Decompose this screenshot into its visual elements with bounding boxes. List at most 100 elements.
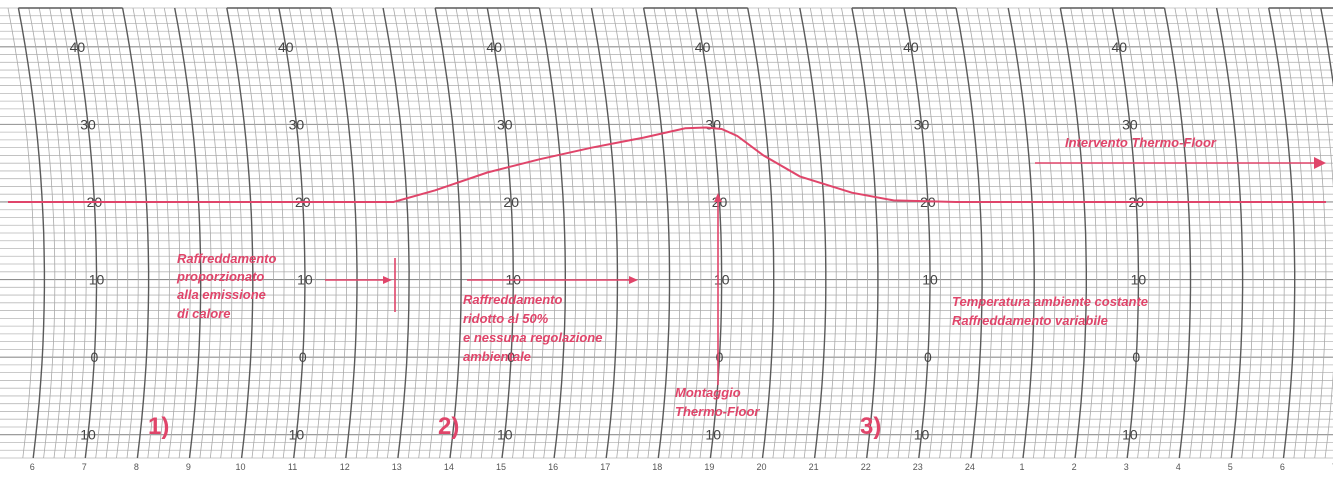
minor-time-gridline: [580, 7, 608, 459]
minor-time-gridline: [403, 7, 431, 459]
minor-time-gridline: [841, 7, 868, 459]
annotation-1: Raffreddamento proporzionato alla emissi…: [176, 251, 280, 321]
minor-time-gridline: [549, 7, 577, 459]
x-tick-label: 14: [444, 462, 454, 472]
y-tick-label: 30: [497, 116, 513, 132]
annotation-1-line: alla emissione: [177, 287, 266, 302]
hour-gridline: [903, 7, 931, 459]
y-tick-label: 10: [89, 272, 105, 288]
minor-time-gridline: [372, 7, 399, 459]
minor-time-gridline: [570, 7, 597, 459]
y-tick-label: 20: [503, 194, 519, 210]
minor-time-gridline: [653, 7, 681, 459]
minor-time-gridline: [236, 7, 264, 459]
annotation-temperatura-line: Raffreddamento variabile: [952, 313, 1108, 328]
y-tick-label: 40: [695, 39, 711, 55]
x-tick-label: 11: [288, 462, 297, 472]
minor-time-gridline: [111, 7, 139, 459]
minor-time-gridline: [1205, 7, 1233, 459]
annotation-2-line: Raffreddamento: [463, 292, 563, 307]
y-tick-label: 0: [1132, 349, 1140, 365]
hour-gridline: [486, 7, 514, 459]
phase-label-1: 1): [148, 413, 169, 440]
minor-time-gridline: [945, 7, 973, 459]
minor-time-gridline: [924, 7, 952, 459]
minor-time-gridline: [507, 7, 535, 459]
minor-time-gridline: [976, 7, 1004, 459]
hour-gridline: [955, 7, 983, 459]
x-tick-label: 20: [756, 462, 766, 472]
minor-time-gridline: [1257, 7, 1285, 459]
y-tick-label: 40: [278, 39, 294, 55]
minor-time-gridline: [934, 7, 962, 459]
minor-time-gridline: [476, 7, 504, 459]
x-tick-label: 18: [652, 462, 662, 472]
minor-time-gridline: [413, 7, 441, 459]
minor-time-gridline: [184, 7, 212, 459]
hour-gridline: [1163, 7, 1192, 459]
minor-time-gridline: [299, 7, 327, 459]
hour-gridline: [17, 7, 46, 459]
minor-time-gridline: [216, 7, 243, 459]
y-tick-label: 10: [497, 427, 513, 443]
hour-gridline: [538, 7, 566, 459]
minor-time-gridline: [288, 7, 316, 459]
x-tick-labels: 6 7 8 9 10 11 12 13 14 15 16 17 18 19 20 21 22 23 24 1 2 3 4 5 6…: [30, 462, 1333, 472]
minor-time-gridline: [1299, 7, 1327, 459]
temperature-trace: [8, 126, 1326, 203]
y-tick-label: 0: [924, 349, 932, 365]
minor-time-gridline: [559, 7, 587, 459]
minor-time-gridline: [497, 7, 525, 459]
x-tick-label: 16: [548, 462, 558, 472]
minor-time-gridline: [674, 7, 702, 459]
minor-time-gridline: [914, 7, 941, 459]
minor-time-gridline: [705, 7, 733, 459]
y-tick-label: 30: [1122, 116, 1138, 132]
minor-time-gridline: [601, 7, 629, 459]
minor-time-gridline: [257, 7, 285, 459]
y-tick-label: 30: [289, 116, 305, 132]
y-tick-label: 0: [716, 349, 724, 365]
y-tick-label: 30: [914, 116, 930, 132]
x-tick-label: 7: [1332, 462, 1333, 472]
minor-time-gridline: [163, 7, 191, 459]
minor-time-gridline: [1153, 7, 1181, 459]
y-tick-label: 40: [70, 39, 86, 55]
minor-time-gridline: [736, 7, 764, 459]
minor-time-gridline: [80, 7, 108, 459]
minor-time-gridline: [38, 7, 66, 459]
minor-time-gridline: [820, 7, 848, 459]
y-tick-label: 30: [80, 116, 96, 132]
minor-time-gridline: [1018, 7, 1045, 459]
minor-time-gridline: [1070, 7, 1098, 459]
minor-time-gridline: [153, 7, 181, 459]
x-tick-label: 15: [496, 462, 506, 472]
x-tick-label: 5: [1228, 462, 1233, 472]
y-tick-label: 0: [299, 349, 307, 365]
hour-gridline: [590, 7, 619, 459]
hour-gridline: [121, 7, 150, 459]
minor-time-gridline: [1080, 7, 1108, 459]
minor-time-gridline: [132, 7, 160, 459]
x-tick-label: 1: [1019, 462, 1024, 472]
y-tick-label: 10: [1122, 427, 1138, 443]
y-tick-label: 30: [705, 116, 721, 132]
y-tick-label: 10: [289, 427, 305, 443]
hour-gridline: [642, 7, 671, 459]
y-tick-label: 40: [1112, 39, 1128, 55]
y-tick-label: 10: [297, 272, 313, 288]
x-tick-label: 21: [809, 462, 819, 472]
minor-time-gridline: [778, 7, 806, 459]
x-tick-label: 8: [134, 462, 139, 472]
minor-time-gridline: [445, 7, 472, 459]
arrowhead-intervento: [1314, 157, 1326, 169]
hour-gridline: [330, 7, 358, 459]
hour-gridline: [747, 7, 775, 459]
minor-time-gridline: [1101, 7, 1129, 459]
minor-time-gridline: [768, 7, 795, 459]
minor-time-gridline: [247, 7, 274, 459]
minor-time-gridline: [622, 7, 650, 459]
annotation-1-line: Raffreddamento: [177, 251, 277, 266]
minor-time-gridline: [1132, 7, 1160, 459]
